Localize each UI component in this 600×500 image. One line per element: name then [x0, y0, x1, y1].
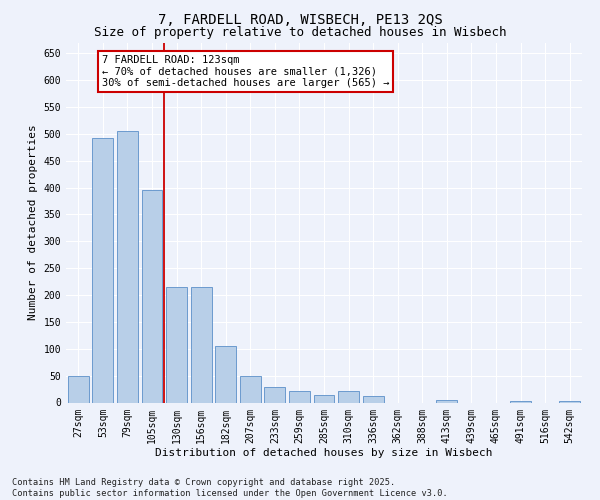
Y-axis label: Number of detached properties: Number of detached properties	[28, 124, 38, 320]
Text: 7, FARDELL ROAD, WISBECH, PE13 2QS: 7, FARDELL ROAD, WISBECH, PE13 2QS	[158, 12, 442, 26]
Bar	[338, 390, 359, 402]
Text: 7 FARDELL ROAD: 123sqm
← 70% of detached houses are smaller (1,326)
30% of semi-: 7 FARDELL ROAD: 123sqm ← 70% of detached…	[102, 55, 389, 88]
Text: Size of property relative to detached houses in Wisbech: Size of property relative to detached ho…	[94, 26, 506, 39]
Bar	[92, 138, 113, 402]
X-axis label: Distribution of detached houses by size in Wisbech: Distribution of detached houses by size …	[155, 448, 493, 458]
Bar	[240, 376, 261, 402]
Bar	[289, 390, 310, 402]
Text: Contains HM Land Registry data © Crown copyright and database right 2025.
Contai: Contains HM Land Registry data © Crown c…	[12, 478, 448, 498]
Bar	[314, 395, 334, 402]
Bar	[68, 376, 89, 402]
Bar	[436, 400, 457, 402]
Bar	[166, 287, 187, 403]
Bar	[191, 287, 212, 403]
Bar	[215, 346, 236, 403]
Bar	[117, 131, 138, 402]
Bar	[362, 396, 383, 402]
Bar	[142, 190, 163, 402]
Bar	[265, 388, 286, 402]
